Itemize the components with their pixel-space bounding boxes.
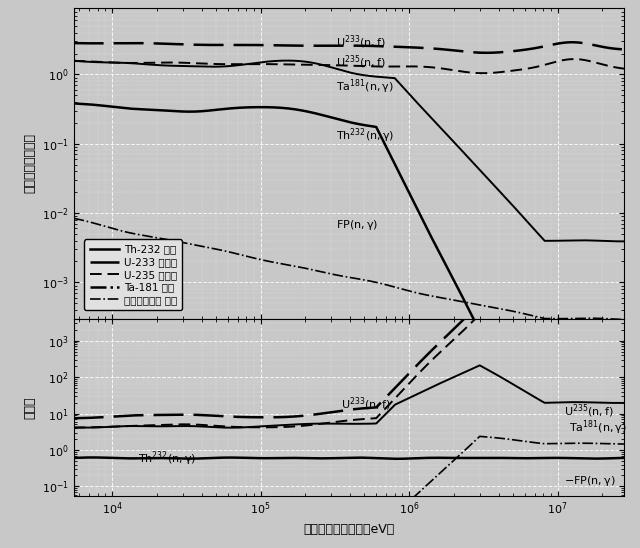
Legend: Th-232 捕獲, U-233 核分裂, U-235 核分裂, Ta-181 捕獲, 核分裂生成物 捕獲: Th-232 捕獲, U-233 核分裂, U-235 核分裂, Ta-181 … (84, 239, 182, 310)
Text: $\mathregular{U^{235}(n,f)}$: $\mathregular{U^{235}(n,f)}$ (564, 402, 614, 420)
Text: $\mathregular{Th^{232}(n,\gamma)}$: $\mathregular{Th^{232}(n,\gamma)}$ (335, 126, 394, 145)
Text: $\mathregular{U^{233}(n,f)}$: $\mathregular{U^{233}(n,f)}$ (335, 33, 385, 50)
Text: $\mathregular{Th^{232}(n,\gamma)}$: $\mathregular{Th^{232}(n,\gamma)}$ (138, 449, 196, 468)
Text: $\mathregular{Ta^{181}(n,\gamma)}$: $\mathregular{Ta^{181}(n,\gamma)}$ (570, 418, 627, 437)
Y-axis label: 断面積（バーン）: 断面積（バーン） (23, 133, 36, 193)
Text: $\mathregular{-FP(n,\gamma)}$: $\mathregular{-FP(n,\gamma)}$ (564, 473, 615, 488)
Text: $\mathregular{U^{233}(n,f)}$: $\mathregular{U^{233}(n,f)}$ (341, 396, 391, 413)
Text: $\mathregular{Ta^{181}(n,\gamma)}$: $\mathregular{Ta^{181}(n,\gamma)}$ (335, 78, 394, 96)
X-axis label: 中性子エネルギー（eV）: 中性子エネルギー（eV） (303, 523, 394, 536)
Text: $\mathregular{U^{235}(n,f)}$: $\mathregular{U^{235}(n,f)}$ (335, 54, 385, 71)
Y-axis label: レシオ: レシオ (23, 396, 36, 419)
Text: $\mathregular{FP(n,\gamma)}$: $\mathregular{FP(n,\gamma)}$ (335, 219, 378, 232)
